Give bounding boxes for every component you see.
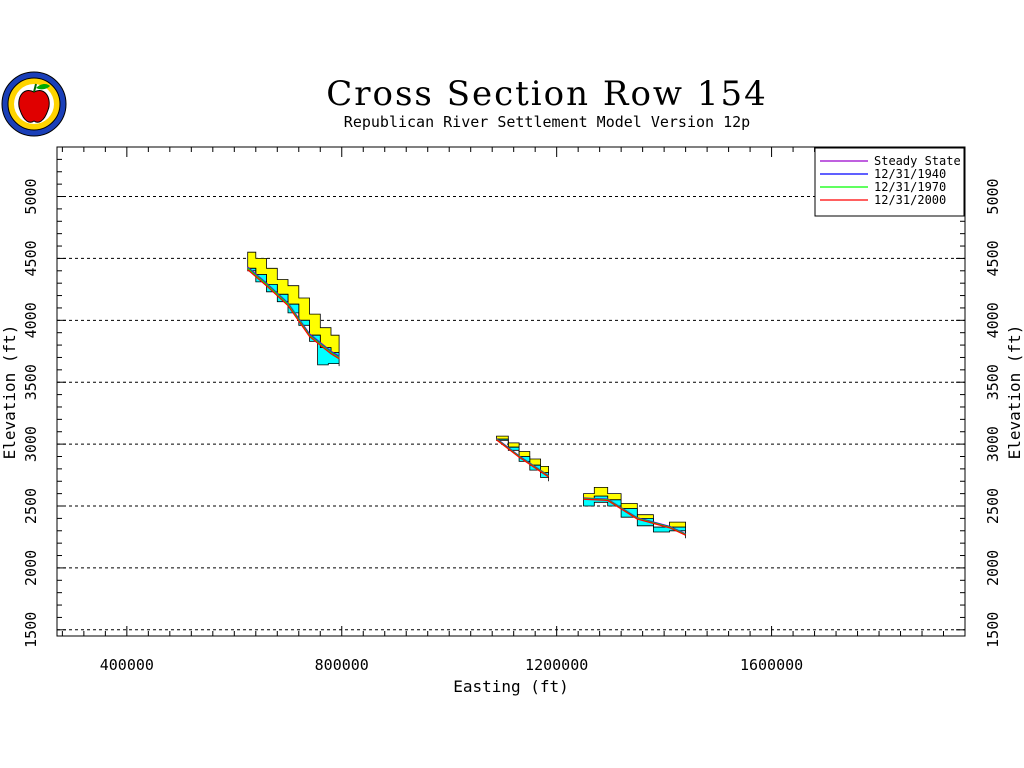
y-tick-label-right: 4000 <box>984 302 1002 338</box>
y-tick-label-right: 4500 <box>984 240 1002 276</box>
y-tick-label-right: 5000 <box>984 178 1002 214</box>
y-tick-label-right: 2000 <box>984 550 1002 586</box>
legend-box <box>814 147 965 217</box>
legend-label: 12/31/1970 <box>874 180 946 194</box>
cyan-layer-band <box>247 267 340 367</box>
y-axis-label-right: Elevation (ft) <box>1005 325 1024 460</box>
legend: Steady State12/31/194012/31/197012/31/20… <box>814 147 965 217</box>
chart-title: Cross Section Row 154 <box>326 74 767 114</box>
y-tick-label-left: 4500 <box>22 240 40 276</box>
apple-seal-icon <box>1 71 67 137</box>
x-tick-label: 1200000 <box>525 656 588 674</box>
x-tick-label: 800000 <box>315 656 369 674</box>
legend-label: 12/31/2000 <box>874 193 946 207</box>
legend-label: 12/31/1940 <box>874 167 946 181</box>
y-tick-label-left: 2000 <box>22 550 40 586</box>
x-tick-label: 1600000 <box>740 656 803 674</box>
y-tick-label-left: 5000 <box>22 178 40 214</box>
series-line-3 <box>583 498 686 536</box>
y-tick-label-right: 2500 <box>984 488 1002 524</box>
series-lines <box>247 266 686 536</box>
aquifer-fills <box>247 251 686 539</box>
y-tick-label-right: 1500 <box>984 612 1002 648</box>
y-tick-label-left: 4000 <box>22 302 40 338</box>
y-tick-label-right: 3000 <box>984 426 1002 462</box>
y-tick-label-right: 3500 <box>984 364 1002 400</box>
x-axis-label: Easting (ft) <box>453 677 569 696</box>
legend-label: Steady State <box>874 154 961 168</box>
y-tick-label-left: 3000 <box>22 426 40 462</box>
y-axis-label-left: Elevation (ft) <box>0 325 19 460</box>
minor-ticks <box>57 146 966 636</box>
series-line-2 <box>247 267 340 359</box>
y-tick-label-left: 3500 <box>22 364 40 400</box>
y-tick-label-left: 1500 <box>22 612 40 648</box>
grid-lines <box>57 196 965 631</box>
plot-frame <box>56 146 966 637</box>
tick-labels: 1500 1500 2000 2000 2500 2500 3000 3000 3500 3500… <box>22 178 1002 674</box>
series-line-3 <box>247 269 340 360</box>
x-tick-label: 400000 <box>100 656 154 674</box>
chart-subtitle: Republican River Settlement Model Versio… <box>344 113 750 131</box>
y-tick-label-left: 2500 <box>22 488 40 524</box>
series-line-3 <box>496 439 549 478</box>
